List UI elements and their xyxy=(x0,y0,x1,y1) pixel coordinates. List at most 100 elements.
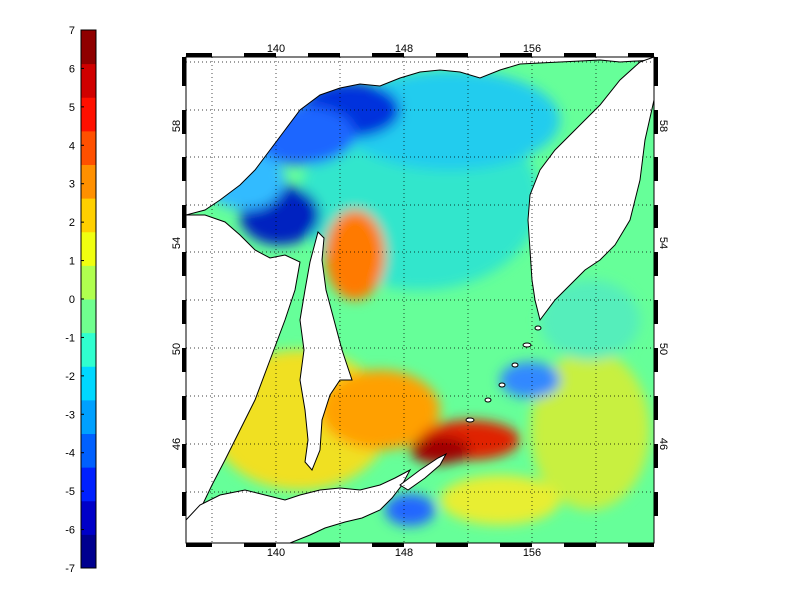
sst-anomaly-map: 140 148 156 140 148 156 58 54 50 46 58 5… xyxy=(171,43,669,559)
colorbar-tick-label: -2 xyxy=(65,371,75,383)
border-segment xyxy=(564,543,596,547)
kuril-islands xyxy=(465,325,542,423)
patch-pacific-blue xyxy=(500,362,560,398)
border-segment xyxy=(436,543,468,547)
kuril-island xyxy=(465,417,475,423)
colorbar-band xyxy=(81,332,96,367)
colorbar-tick-label: 0 xyxy=(69,294,75,306)
colorbar-band xyxy=(81,164,96,199)
colorbar-tick-label: 2 xyxy=(69,217,75,229)
land-asia-north xyxy=(186,57,654,216)
land-kuril-south xyxy=(399,452,448,491)
left-lat-label: 46 xyxy=(171,438,183,450)
colorbar-band xyxy=(81,63,96,98)
patch-south-blue xyxy=(385,494,435,526)
border-segment xyxy=(186,53,212,57)
bottom-lon-label: 156 xyxy=(523,547,541,559)
patch-north-cool xyxy=(340,70,560,170)
colorbar-tick-label: 3 xyxy=(69,179,75,191)
border-segment xyxy=(182,57,186,86)
colorbar-band xyxy=(81,97,96,132)
patch-orange-south xyxy=(320,370,440,450)
kuril-island xyxy=(498,382,506,388)
land-sakhalin xyxy=(299,231,353,471)
border-segment xyxy=(436,53,468,57)
right-lat-label: 58 xyxy=(657,120,669,132)
border-segment xyxy=(654,57,658,86)
border-segment xyxy=(372,543,404,547)
kuril-island xyxy=(534,325,542,331)
border-segment xyxy=(654,205,658,228)
left-lat-label: 54 xyxy=(171,237,183,249)
colorbar-band xyxy=(81,130,96,165)
border-segment xyxy=(182,157,186,181)
right-lat-label: 50 xyxy=(657,343,669,355)
kuril-island xyxy=(522,342,532,348)
right-lat-label: 46 xyxy=(657,438,669,450)
border-segment xyxy=(654,252,658,276)
border-segment xyxy=(500,543,532,547)
border-segment xyxy=(654,157,658,181)
colorbar-tick-label: 4 xyxy=(69,140,75,152)
colorbar-tick-label: -7 xyxy=(65,563,75,575)
border-segment xyxy=(308,543,340,547)
colorbar-tick-label: 7 xyxy=(69,25,75,37)
bottom-lon-labels: 140 148 156 xyxy=(267,547,541,559)
border-segment xyxy=(654,444,658,468)
kuril-island xyxy=(484,397,492,403)
border-segment xyxy=(182,300,186,324)
bottom-lon-label: 148 xyxy=(395,547,413,559)
right-lat-labels: 58 54 50 46 xyxy=(657,120,669,450)
map-border-ticks xyxy=(182,53,658,547)
land-hokkaido xyxy=(186,468,412,543)
border-segment xyxy=(244,53,276,57)
colorbar-band xyxy=(81,231,96,266)
colorbar-band xyxy=(81,366,96,401)
colorbar-band xyxy=(81,433,96,468)
border-segment xyxy=(244,543,276,547)
border-segment xyxy=(182,205,186,228)
colorbar-band xyxy=(81,500,96,535)
border-segment xyxy=(654,348,658,372)
border-segment xyxy=(628,53,654,57)
colorbar-band xyxy=(81,467,96,502)
border-segment xyxy=(182,396,186,420)
top-lon-label: 156 xyxy=(523,43,541,55)
land xyxy=(186,57,654,543)
border-segment xyxy=(372,53,404,57)
colorbar-tick-label: -5 xyxy=(65,486,75,498)
border-segment xyxy=(500,53,532,57)
left-lat-label: 50 xyxy=(171,343,183,355)
colorbar-tick-label: -1 xyxy=(65,332,75,344)
border-segment xyxy=(182,110,186,134)
colorbar-band xyxy=(81,299,96,334)
border-segment xyxy=(628,543,654,547)
patch-darkred-kuril xyxy=(410,436,470,464)
colorbar-band xyxy=(81,198,96,233)
colorbar-tick-label: -6 xyxy=(65,525,75,537)
border-segment xyxy=(564,53,596,57)
border-segment xyxy=(654,396,658,420)
left-lat-label: 58 xyxy=(171,120,183,132)
colorbar-band xyxy=(81,534,96,569)
colorbar-labels: 7 6 5 4 3 2 1 0 -1 -2 -3 -4 -5 -6 -7 xyxy=(65,25,84,575)
border-segment xyxy=(308,53,340,57)
border-segment xyxy=(182,252,186,276)
border-segment xyxy=(182,348,186,372)
kuril-island xyxy=(511,362,519,368)
colorbar-bands xyxy=(81,30,96,569)
border-segment xyxy=(654,110,658,134)
colorbar-band xyxy=(81,30,96,65)
colorbar-band xyxy=(81,265,96,300)
top-lon-label: 148 xyxy=(395,43,413,55)
bottom-lon-label: 140 xyxy=(267,547,285,559)
border-segment xyxy=(186,543,212,547)
colorbar: 7 6 5 4 3 2 1 0 -1 -2 -3 -4 -5 -6 -7 xyxy=(65,25,97,575)
colorbar-tick-label: -3 xyxy=(65,409,75,421)
border-segment xyxy=(182,444,186,468)
graticule xyxy=(186,57,654,543)
border-segment xyxy=(654,492,658,516)
top-lon-labels: 140 148 156 xyxy=(267,43,541,55)
colorbar-tick-label: 5 xyxy=(69,102,75,114)
